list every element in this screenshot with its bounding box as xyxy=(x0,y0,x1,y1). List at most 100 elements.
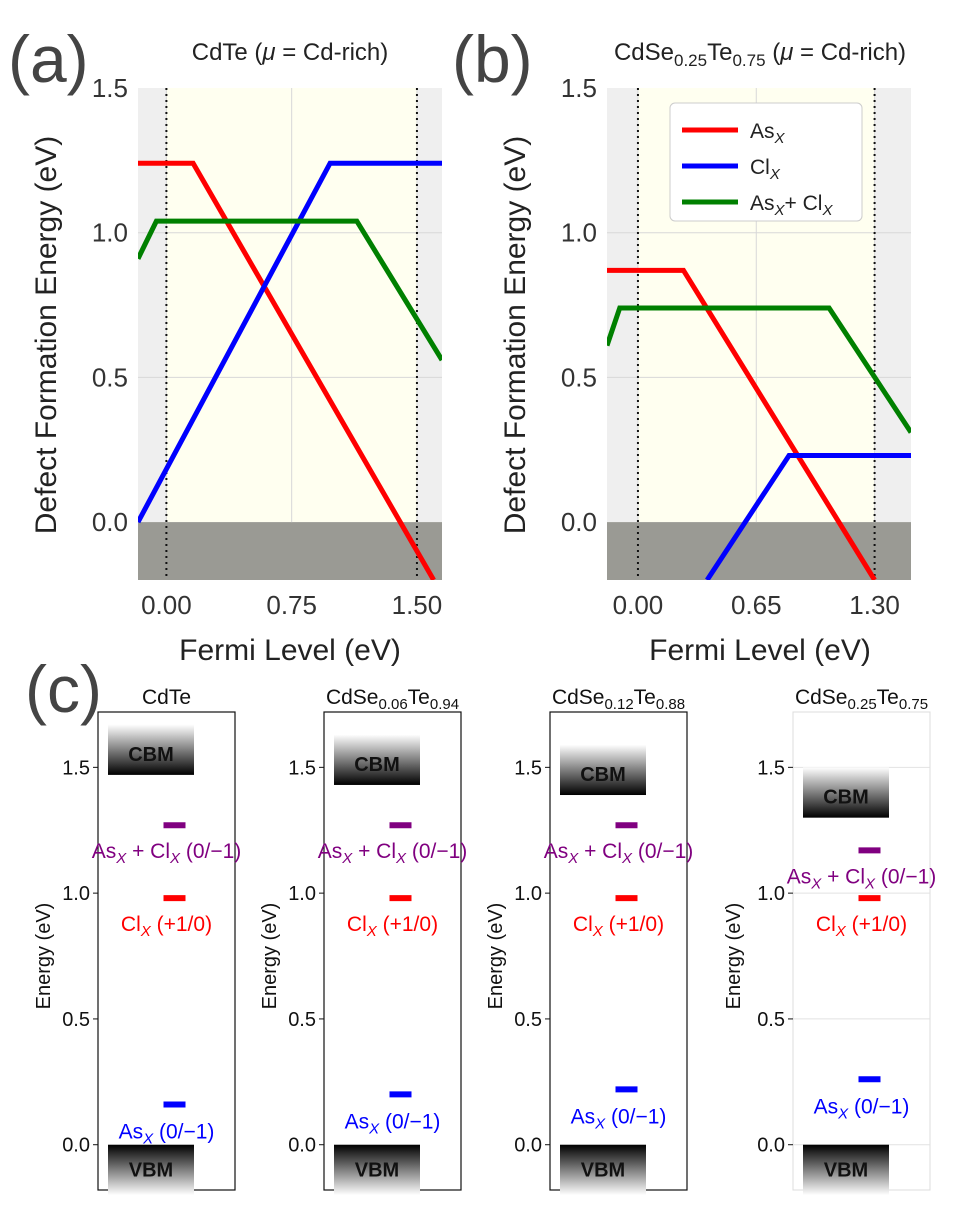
level-diagram-y-tick-label: 1.5 xyxy=(288,757,316,779)
legend-label-asx: AsX xyxy=(750,120,786,147)
panel-b-y-tick-label: 0.5 xyxy=(561,362,597,392)
panel-a-x-tick-label: 1.50 xyxy=(392,590,443,620)
vbm-label: VBM xyxy=(355,1160,399,1182)
vbm-label: VBM xyxy=(129,1160,173,1182)
vbm-block xyxy=(334,1144,420,1196)
label-clx: ClX (+1/0) xyxy=(816,913,907,940)
cbm-label: CBM xyxy=(128,744,174,766)
vbm-block xyxy=(108,1144,194,1196)
label-clx: ClX (+1/0) xyxy=(573,913,664,940)
level-diagram-y-tick-label: 1.5 xyxy=(757,757,785,779)
panel-b: 0.0 0.5 1.0 1.5 0.00 0.65 1.30 AsX ClX AsX+ C… xyxy=(452,22,911,667)
panel-a-series-asx xyxy=(138,160,436,580)
level-diagram-y-tick-label: 1.0 xyxy=(288,883,316,905)
label-clx: ClX (+1/0) xyxy=(347,913,438,940)
panel-b-series-asx xyxy=(607,267,877,580)
vbm-block xyxy=(560,1144,646,1196)
panel-b-letter: (b) xyxy=(452,22,533,96)
cbm-label: CBM xyxy=(580,764,626,786)
panel-b-x-tick-label: 0.00 xyxy=(613,590,664,620)
legend-label-asx-clx: AsX+ ClX xyxy=(750,192,833,219)
panel-a-y-tick-label: 1.5 xyxy=(92,73,128,103)
panel-b-title: CdSe0.25Te0.75 (μ = Cd-rich) xyxy=(614,39,906,70)
level-diagram-1: CBM VBM 0.0 0.5 1.0 1.5 Energy (eV) CdTe AsX + C… xyxy=(33,686,242,1196)
cbm-label: CBM xyxy=(823,787,869,809)
level-diagram-y-axis-label: Energy (eV) xyxy=(723,903,745,1010)
level-diagram-y-tick-label: 1.0 xyxy=(757,883,785,905)
level-diagram-y-tick-label: 1.5 xyxy=(514,757,542,779)
label-asx-clx: AsX + ClX (0/−1) xyxy=(787,865,937,892)
panel-b-x-axis-label: Fermi Level (eV) xyxy=(649,634,871,667)
panel-b-y-tick-label: 0.0 xyxy=(561,507,597,537)
label-asx-clx: AsX + ClX (0/−1) xyxy=(318,840,468,867)
panel-b-series-asx-clx xyxy=(607,305,911,434)
panel-a-band-edge-lines xyxy=(165,88,418,580)
level-diagram-y-tick-label: 0.0 xyxy=(288,1135,316,1157)
panel-b-band-edge-lines xyxy=(636,88,876,580)
panel-b-y-tick-label: 1.5 xyxy=(561,73,597,103)
panel-a-series-asx-clx xyxy=(138,218,442,362)
label-asx: AsX (0/−1) xyxy=(119,1120,215,1147)
level-diagram-title: CdSe0.06Te0.94 xyxy=(326,686,459,713)
level-diagram-y-tick-label: 0.5 xyxy=(757,1009,785,1031)
panel-a-series-clx xyxy=(138,160,442,524)
label-clx: ClX (+1/0) xyxy=(121,913,212,940)
panel-b-y-tick-label: 1.0 xyxy=(561,218,597,248)
level-diagram-y-tick-label: 0.5 xyxy=(514,1009,542,1031)
panel-a-x-ticks: 0.00 0.75 1.50 xyxy=(141,590,442,620)
panel-b-series-clx xyxy=(705,453,911,580)
level-diagram-y-tick-label: 0.0 xyxy=(514,1135,542,1157)
label-asx: AsX (0/−1) xyxy=(345,1110,441,1137)
level-diagram-3: CBM VBM 0.0 0.5 1.0 1.5 Energy (eV) CdSe0.12Te0… xyxy=(485,686,694,1196)
panel-c: (c) CBM VBM 0.0 0.5 1.0 1.5 Energy (eV) CdTe AsX… xyxy=(25,652,937,1196)
cbm-block xyxy=(108,724,194,775)
vbm-label: VBM xyxy=(824,1160,868,1182)
panel-a-y-ticks: 0.0 0.5 1.0 1.5 xyxy=(92,73,128,537)
panel-b-x-ticks: 0.00 0.65 1.30 xyxy=(613,590,900,620)
label-asx: AsX (0/−1) xyxy=(814,1095,910,1122)
panel-b-y-ticks: 0.0 0.5 1.0 1.5 xyxy=(561,73,597,537)
level-diagram-frame xyxy=(97,711,236,1191)
level-diagram-y-axis-label: Energy (eV) xyxy=(485,903,507,1010)
vbm-label: VBM xyxy=(581,1160,625,1182)
panel-a: 0.0 0.5 1.0 1.5 0.00 0.75 1.50 (a) CdTe (μ = … xyxy=(8,22,442,667)
vbm-block xyxy=(803,1144,889,1196)
panel-b-y-axis-label: Defect Formation Energy (eV) xyxy=(499,136,532,534)
level-diagram-title: CdTe xyxy=(142,686,191,709)
level-diagram-title: CdSe0.12Te0.88 xyxy=(552,686,685,713)
level-diagram-y-tick-label: 1.5 xyxy=(62,757,90,779)
level-diagram-y-axis-label: Energy (eV) xyxy=(259,903,281,1010)
panel-c-level-diagrams: CBM VBM 0.0 0.5 1.0 1.5 Energy (eV) CdTe AsX + C… xyxy=(33,686,937,1196)
label-asx-clx: AsX + ClX (0/−1) xyxy=(544,840,694,867)
panel-b-x-tick-label: 0.65 xyxy=(731,590,782,620)
cbm-label: CBM xyxy=(354,754,400,776)
level-diagram-2: CBM VBM 0.0 0.5 1.0 1.5 Energy (eV) CdSe0.06Te0… xyxy=(259,686,468,1196)
panel-a-x-tick-label: 0.00 xyxy=(141,590,192,620)
label-asx-clx: AsX + ClX (0/−1) xyxy=(92,840,242,867)
panel-c-letter: (c) xyxy=(25,652,102,726)
panel-a-negative-region xyxy=(138,522,442,580)
panel-a-y-axis-label: Defect Formation Energy (eV) xyxy=(30,136,63,534)
level-diagram-y-axis-label: Energy (eV) xyxy=(33,903,55,1010)
panel-a-y-tick-label: 0.5 xyxy=(92,362,128,392)
level-diagram-y-tick-label: 0.0 xyxy=(757,1135,785,1157)
level-diagram-y-tick-label: 0.0 xyxy=(62,1135,90,1157)
legend-label-clx: ClX xyxy=(750,156,781,183)
panel-a-y-tick-label: 0.0 xyxy=(92,507,128,537)
panel-b-negative-region xyxy=(607,522,911,580)
label-asx: AsX (0/−1) xyxy=(571,1105,667,1132)
panel-a-title: CdTe (μ = Cd-rich) xyxy=(192,39,389,66)
panel-a-x-axis-label: Fermi Level (eV) xyxy=(179,634,401,667)
level-diagram-y-tick-label: 1.0 xyxy=(62,883,90,905)
panel-a-y-tick-label: 1.0 xyxy=(92,218,128,248)
level-diagram-y-tick-label: 0.5 xyxy=(62,1009,90,1031)
legend: AsX ClX AsX+ ClX xyxy=(669,102,863,222)
panel-b-x-tick-label: 1.30 xyxy=(849,590,900,620)
level-diagram-y-tick-label: 0.5 xyxy=(288,1009,316,1031)
level-diagram-title: CdSe0.25Te0.75 xyxy=(795,686,928,713)
cbm-block xyxy=(334,734,420,785)
level-diagram-y-tick-label: 1.0 xyxy=(514,883,542,905)
level-diagram-frame xyxy=(323,711,462,1191)
panel-a-letter: (a) xyxy=(8,22,89,96)
